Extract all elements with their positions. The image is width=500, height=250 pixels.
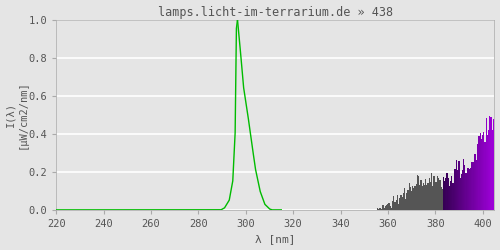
Bar [478,136,480,210]
Bar [385,206,386,210]
Bar [495,126,496,210]
Bar [394,202,396,210]
Bar [384,208,385,210]
Bar [454,169,455,210]
Bar [482,135,484,210]
Bar [398,204,399,210]
Bar [468,168,469,210]
Bar [450,181,452,210]
Bar [388,204,390,210]
Bar [486,136,488,210]
Bar [489,116,490,210]
Bar [417,175,418,210]
Bar [466,168,468,210]
Bar [396,195,398,210]
Bar [393,196,394,210]
Bar [464,164,466,210]
Bar [422,186,423,210]
Bar [424,185,425,210]
Bar [428,178,430,210]
Bar [411,191,412,210]
Bar [438,178,440,210]
Bar [442,189,443,210]
Bar [454,169,456,210]
Bar [402,193,404,210]
Bar [416,184,417,210]
Bar [474,154,475,210]
Bar [432,186,434,210]
Bar [490,118,492,210]
Bar [378,209,379,210]
Bar [400,195,402,210]
Bar [480,133,481,210]
Bar [431,174,432,210]
Bar [444,181,446,210]
Bar [440,187,442,210]
Bar [449,186,450,210]
Bar [386,205,388,210]
Bar [379,208,380,210]
Bar [472,162,474,210]
Y-axis label: I(λ)
[µW/cm2/nm]: I(λ) [µW/cm2/nm] [6,80,27,149]
Bar [457,170,458,210]
Bar [406,194,407,210]
Bar [460,174,462,210]
Bar [412,186,414,210]
Bar [382,205,384,210]
Bar [418,176,420,210]
Bar [460,178,461,210]
Bar [486,118,487,210]
Bar [494,132,495,210]
Bar [391,208,392,210]
Bar [483,132,484,210]
Bar [488,130,489,210]
Bar [470,168,472,210]
Bar [481,139,482,210]
Bar [410,187,411,210]
Bar [396,200,397,210]
Bar [475,154,476,210]
Bar [405,198,406,210]
Bar [456,160,457,210]
Bar [404,188,405,210]
Bar [469,169,470,210]
Bar [451,176,452,210]
Bar [419,185,420,210]
Bar [484,142,486,210]
Bar [434,182,436,210]
Bar [428,183,429,210]
Bar [426,185,428,210]
Bar [376,208,378,210]
Bar [463,159,464,210]
Bar [446,173,448,210]
Bar [387,204,388,210]
Bar [452,182,454,210]
Bar [492,119,494,210]
Title: lamps.licht-im-terrarium.de » 438: lamps.licht-im-terrarium.de » 438 [158,6,393,18]
Bar [462,170,463,210]
Bar [399,198,400,210]
Bar [436,182,437,210]
Bar [448,178,449,210]
Bar [476,160,478,210]
Bar [420,180,422,210]
Bar [437,176,438,210]
Bar [380,208,382,210]
Bar [390,206,391,210]
Bar [408,183,410,210]
Bar [414,186,416,210]
Bar [458,160,460,210]
Bar [430,182,431,210]
Bar [422,183,424,210]
Bar [445,178,446,210]
Bar [425,179,426,210]
X-axis label: λ [nm]: λ [nm] [255,234,296,244]
Bar [477,144,478,210]
Bar [443,177,444,210]
Bar [392,202,394,210]
